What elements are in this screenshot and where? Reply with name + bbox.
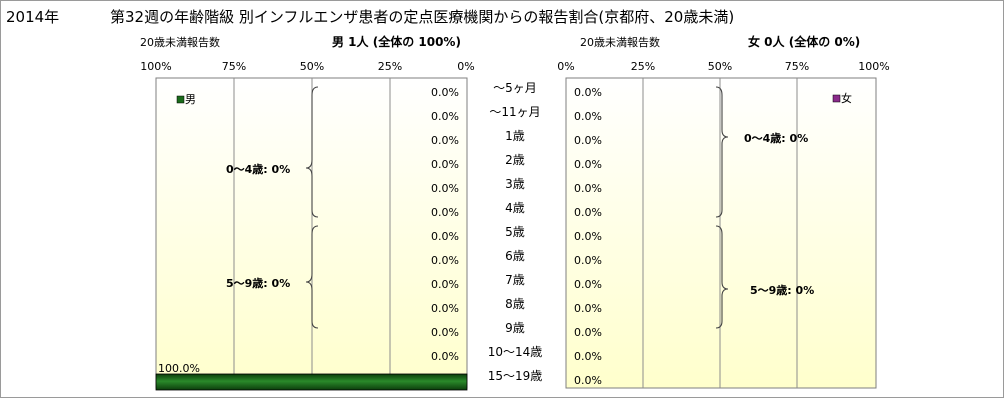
female-tick-label: 75% xyxy=(784,60,810,73)
male-subtitle-count: 20歳未満報告数 xyxy=(140,36,220,49)
male-value-label: 0.0% xyxy=(431,230,459,243)
male-value-label: 0.0% xyxy=(431,254,459,267)
male-tick-label: 75% xyxy=(221,60,247,73)
male-group-label-0-4: 0～4歳: 0% xyxy=(226,162,290,176)
female-value-label: 0.0% xyxy=(574,182,602,195)
female-value-label: 0.0% xyxy=(574,326,602,339)
female-value-label: 0.0% xyxy=(574,254,602,267)
male-value-label: 0.0% xyxy=(431,206,459,219)
female-value-label: 0.0% xyxy=(574,134,602,147)
category-label: 7歳 xyxy=(505,273,525,287)
category-label: 15～19歳 xyxy=(487,369,543,383)
female-value-label: 0.0% xyxy=(574,374,602,387)
male-tick-label: 25% xyxy=(377,60,403,73)
category-label: 5歳 xyxy=(505,225,525,239)
female-tick-label: 25% xyxy=(630,60,656,73)
category-label: 3歳 xyxy=(505,177,525,191)
female-tick-label: 50% xyxy=(707,60,733,73)
male-legend-swatch xyxy=(176,95,185,104)
female-value-label: 0.0% xyxy=(574,206,602,219)
male-group-brace-0-4 xyxy=(305,86,319,218)
female-group-brace-0-4 xyxy=(715,86,729,218)
female-group-label-0-4: 0～4歳: 0% xyxy=(744,131,808,145)
female-legend-label: 女 xyxy=(841,91,852,105)
male-group-label-5-9: 5～9歳: 0% xyxy=(226,276,290,290)
category-label: 2歳 xyxy=(505,153,525,167)
male-value-label: 0.0% xyxy=(431,86,459,99)
female-value-label: 0.0% xyxy=(574,158,602,171)
male-value-label: 0.0% xyxy=(431,302,459,315)
female-group-brace-5-9 xyxy=(715,225,729,329)
female-value-label: 0.0% xyxy=(574,278,602,291)
female-value-label: 0.0% xyxy=(574,230,602,243)
male-value-label: 0.0% xyxy=(431,326,459,339)
female-tick-label: 100% xyxy=(858,60,890,73)
category-label: ～11ヶ月 xyxy=(489,105,541,119)
female-value-label: 0.0% xyxy=(574,302,602,315)
female-subtitle-count: 20歳未満報告数 xyxy=(580,36,660,49)
year-label: 2014年 xyxy=(6,8,60,26)
female-legend-swatch xyxy=(832,94,841,103)
female-value-label: 0.0% xyxy=(574,86,602,99)
category-label: 9歳 xyxy=(505,321,525,335)
male-value-label: 0.0% xyxy=(431,182,459,195)
male-bar xyxy=(155,373,468,391)
male-value-label: 0.0% xyxy=(431,134,459,147)
male-tick-label: 50% xyxy=(299,60,325,73)
female-plot-area xyxy=(565,77,877,389)
female-group-label-5-9: 5～9歳: 0% xyxy=(750,283,814,297)
male-tick-label: 100% xyxy=(140,60,172,73)
male-subtitle-total: 男 1人 (全体の 100%) xyxy=(332,35,461,49)
female-subtitle-total: 女 0人 (全体の 0%) xyxy=(748,35,861,49)
category-label: 8歳 xyxy=(505,297,525,311)
female-value-label: 0.0% xyxy=(574,110,602,123)
category-label: 10～14歳 xyxy=(487,345,543,359)
male-value-label: 0.0% xyxy=(431,350,459,363)
male-value-label: 0.0% xyxy=(431,278,459,291)
category-label: ～5ヶ月 xyxy=(493,81,537,95)
male-tick-label: 0% xyxy=(457,60,475,73)
male-value-label: 0.0% xyxy=(431,110,459,123)
category-label: 4歳 xyxy=(505,201,525,215)
male-group-brace-5-9 xyxy=(305,225,319,329)
male-value-label: 100.0% xyxy=(158,362,200,375)
female-value-label: 0.0% xyxy=(574,350,602,363)
category-label: 6歳 xyxy=(505,249,525,263)
female-tick-label: 0% xyxy=(557,60,575,73)
chart-title: 第32週の年齢階級 別インフルエンザ患者の定点医療機関からの報告割合(京都府、2… xyxy=(110,8,735,26)
male-legend-label: 男 xyxy=(185,93,196,106)
male-value-label: 0.0% xyxy=(431,158,459,171)
category-label: 1歳 xyxy=(505,129,525,143)
